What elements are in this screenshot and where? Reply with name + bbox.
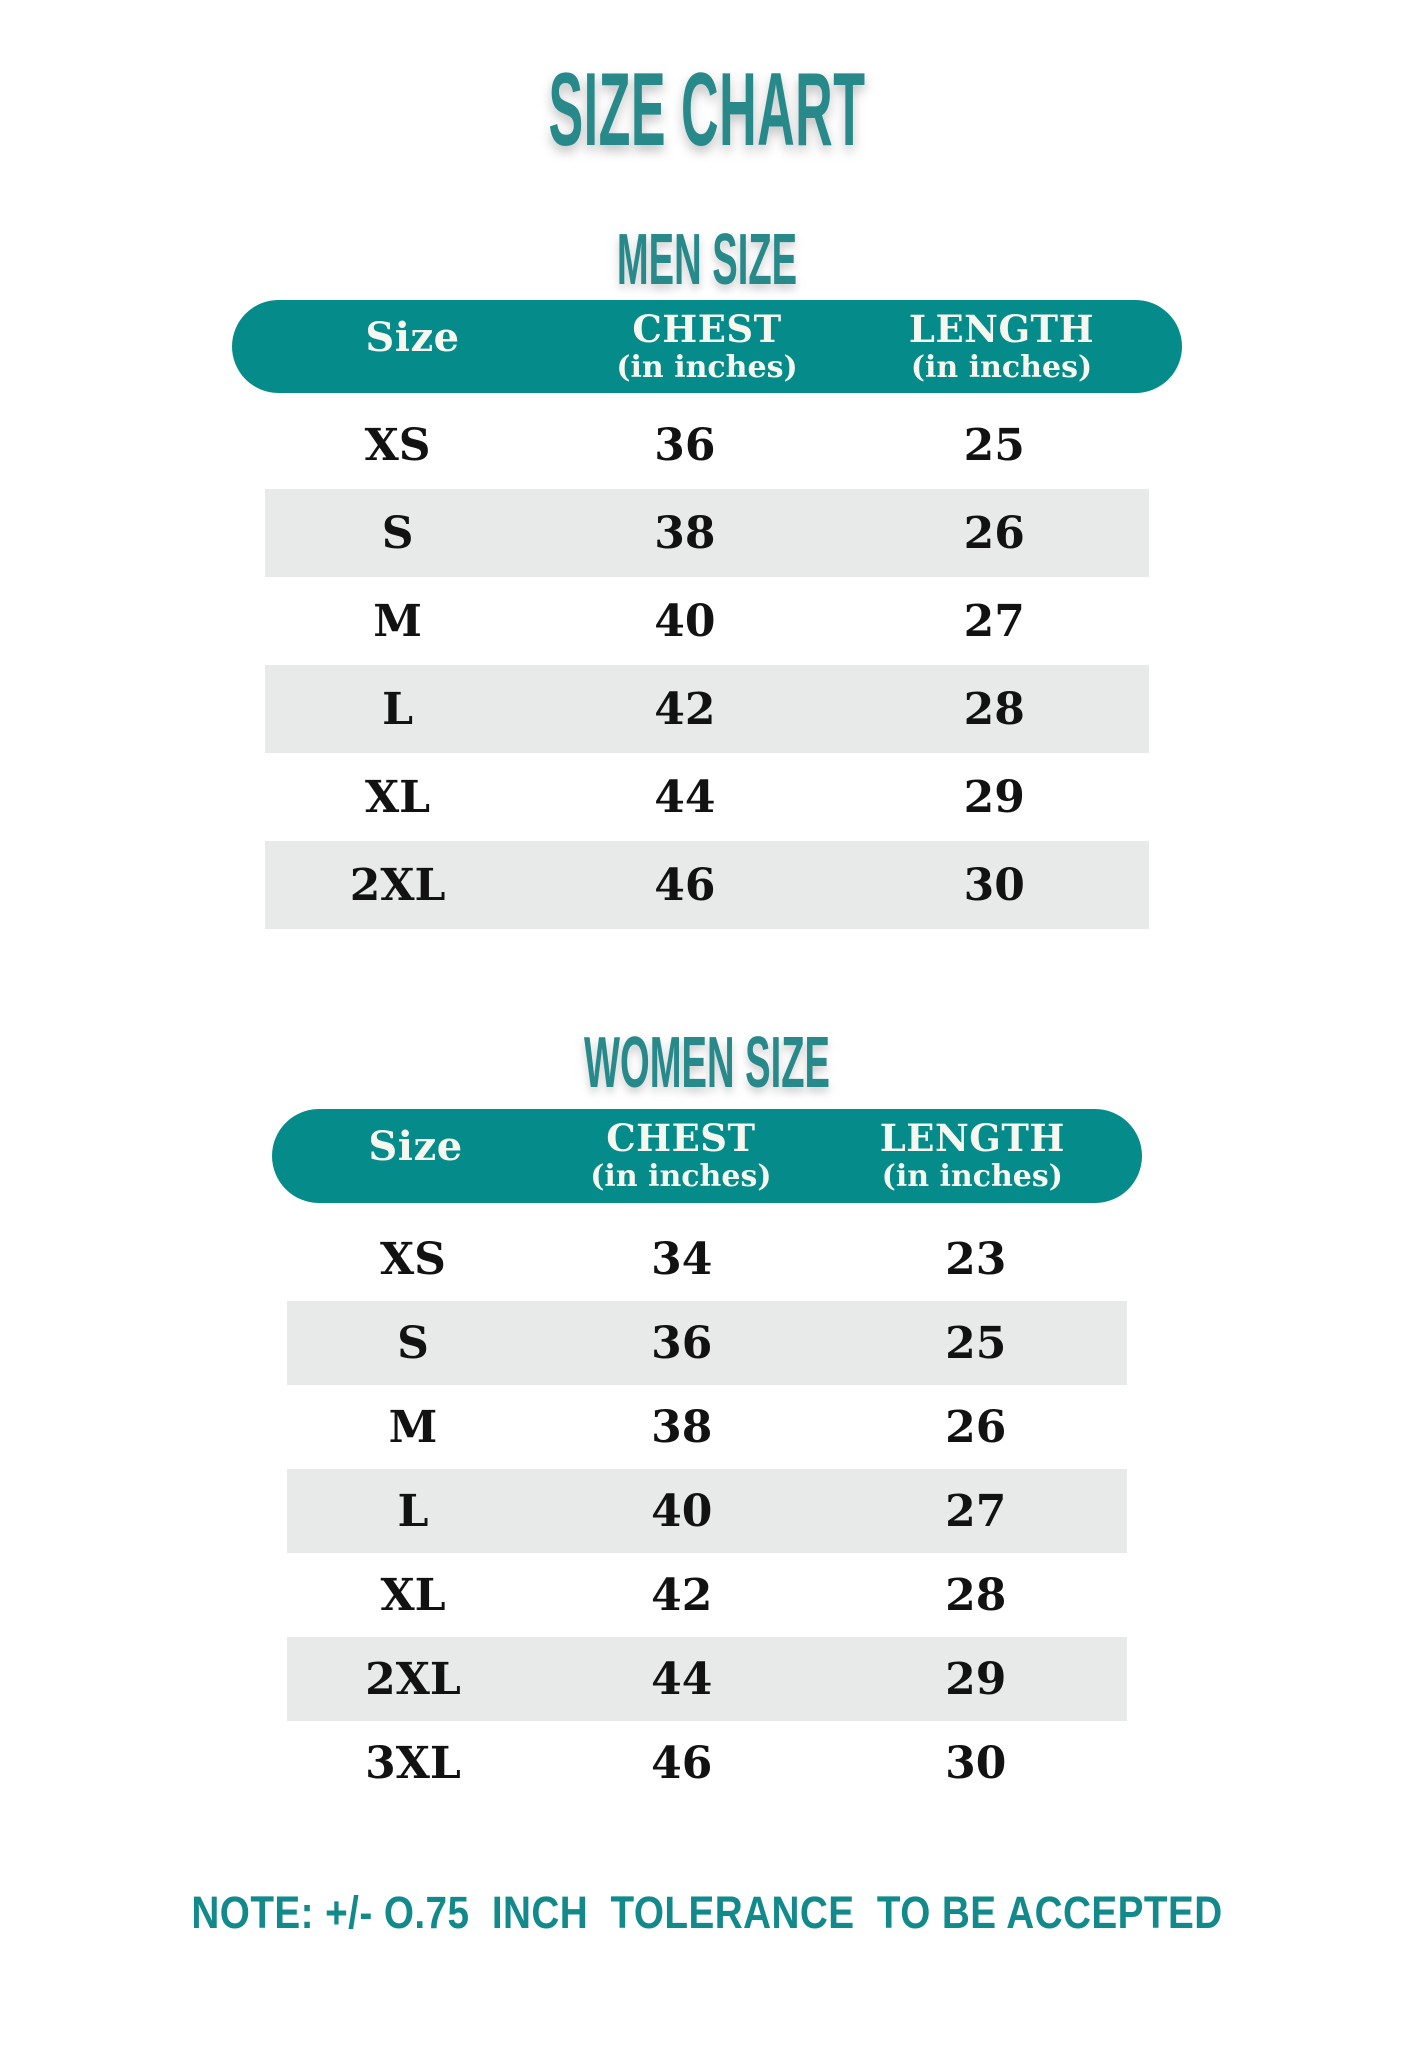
length-cell: 28	[963, 683, 1025, 735]
size-cell: S	[397, 1317, 429, 1369]
men-table-header-row: Size CHEST (in inches) LENGTH (in inches…	[232, 300, 1182, 393]
table-row: XS 36 25	[265, 401, 1149, 489]
length-cell: 26	[945, 1401, 1007, 1453]
chest-cell: 46	[654, 859, 716, 911]
chest-cell: 40	[654, 595, 716, 647]
men-table-rows: XS 36 25 S 38 26 M 40 27 L 42 28 XL 44 29 2XL 46 30	[265, 401, 1149, 929]
chest-cell: 40	[651, 1485, 713, 1537]
chest-cell: 38	[651, 1401, 713, 1453]
table-row: XL 42 28	[287, 1553, 1127, 1637]
page-title: SIZE CHART	[548, 52, 866, 168]
men-size-section: MEN SIZE Size CHEST (in inches) LENGTH (…	[0, 224, 1414, 929]
men-header-length: LENGTH (in inches)	[821, 306, 1182, 385]
tolerance-note: NOTE: +/- O.75 INCH TOLERANCE TO BE ACCE…	[191, 1887, 1223, 1938]
size-cell: XL	[365, 771, 431, 823]
women-table-header-row: Size CHEST (in inches) LENGTH (in inches…	[272, 1109, 1142, 1203]
size-cell: 3XL	[365, 1737, 461, 1789]
length-column-units: (in inches)	[881, 1159, 1063, 1195]
length-cell: 30	[945, 1737, 1007, 1789]
length-column-header: LENGTH	[908, 306, 1095, 351]
size-cell: 2XL	[365, 1653, 461, 1705]
table-row: 2XL 44 29	[287, 1637, 1127, 1721]
chest-cell: 38	[654, 507, 716, 559]
chest-column-units: (in inches)	[590, 1159, 772, 1195]
size-cell: L	[382, 683, 414, 735]
length-cell: 23	[945, 1233, 1007, 1285]
size-cell: 2XL	[349, 859, 446, 911]
table-row: L 42 28	[265, 665, 1149, 753]
table-row: M 40 27	[265, 577, 1149, 665]
table-row: M 38 26	[287, 1385, 1127, 1469]
table-row: 2XL 46 30	[265, 841, 1149, 929]
size-cell: XS	[364, 419, 431, 471]
chest-cell: 44	[654, 771, 716, 823]
women-header-length: LENGTH (in inches)	[803, 1119, 1142, 1192]
length-cell: 28	[945, 1569, 1007, 1621]
size-cell: XL	[380, 1569, 446, 1621]
size-cell: L	[397, 1485, 429, 1537]
length-column-header: LENGTH	[879, 1116, 1065, 1161]
men-size-title: MEN SIZE	[616, 220, 798, 300]
length-cell: 30	[963, 859, 1025, 911]
size-cell: XS	[380, 1233, 446, 1285]
chest-column-header: CHEST	[606, 1116, 756, 1161]
women-header-size: Size	[272, 1126, 559, 1177]
table-row: S 36 25	[287, 1301, 1127, 1385]
size-cell: M	[388, 1401, 438, 1453]
length-cell: 27	[945, 1485, 1007, 1537]
length-cell: 25	[963, 419, 1025, 471]
table-row: 3XL 46 30	[287, 1721, 1127, 1805]
chest-cell: 42	[651, 1569, 713, 1621]
chest-column-units: (in inches)	[616, 349, 798, 385]
chest-cell: 42	[654, 683, 716, 735]
size-column-header: Size	[368, 1123, 463, 1170]
length-cell: 27	[963, 595, 1025, 647]
chest-cell: 36	[651, 1317, 713, 1369]
chest-column-header: CHEST	[632, 306, 782, 351]
size-cell: M	[373, 595, 422, 647]
length-column-units: (in inches)	[910, 349, 1093, 385]
length-cell: 29	[945, 1653, 1007, 1705]
chest-cell: 34	[651, 1233, 713, 1285]
size-column-header: Size	[365, 313, 460, 361]
chest-cell: 44	[651, 1653, 713, 1705]
women-size-title: WOMEN SIZE	[584, 1023, 830, 1103]
women-size-section: WOMEN SIZE Size CHEST (in inches) LENGTH…	[0, 1027, 1414, 1805]
women-table-rows: XS 34 23 S 36 25 M 38 26 L 40 27 XL 42 28 2XL 44 29 3XL 46 3…	[287, 1217, 1127, 1805]
length-cell: 25	[945, 1317, 1007, 1369]
size-chart-page: SIZE CHART MEN SIZE Size CHEST (in inche…	[0, 58, 1414, 1935]
table-row: XL 44 29	[265, 753, 1149, 841]
length-cell: 26	[963, 507, 1025, 559]
women-header-chest: CHEST (in inches)	[559, 1119, 803, 1192]
length-cell: 29	[963, 771, 1025, 823]
table-row: XS 34 23	[287, 1217, 1127, 1301]
men-header-chest: CHEST (in inches)	[593, 306, 821, 385]
men-header-size: Size	[232, 316, 593, 368]
size-cell: S	[381, 507, 414, 559]
table-row: L 40 27	[287, 1469, 1127, 1553]
chest-cell: 36	[654, 419, 716, 471]
chest-cell: 46	[651, 1737, 713, 1789]
table-row: S 38 26	[265, 489, 1149, 577]
